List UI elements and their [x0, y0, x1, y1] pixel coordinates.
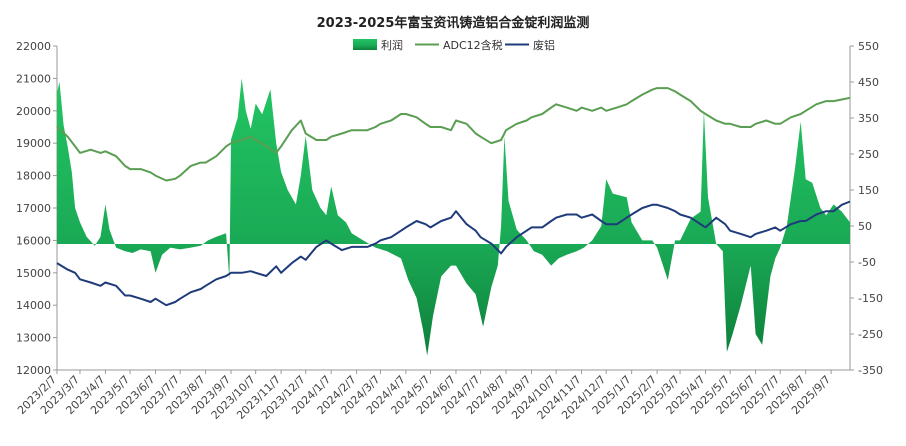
- y-right-tick-label: 250: [858, 148, 879, 161]
- profit-area-layer: [57, 78, 850, 356]
- series-line-adc12: [56, 87, 851, 182]
- legend: 利润 ADC12含税 废铝: [353, 38, 555, 52]
- y-left-tick-label: 22000: [16, 40, 51, 53]
- y-left-tick-label: 13000: [16, 332, 51, 345]
- y-left-tick-label: 20000: [16, 105, 51, 118]
- y-right-tick-label: -250: [858, 328, 883, 341]
- y-right-tick-label: 150: [858, 184, 879, 197]
- legend-label-adc12: ADC12含税: [443, 38, 503, 52]
- y-right-tick-label: -150: [858, 292, 883, 305]
- y-right-tick-label: 350: [858, 112, 879, 125]
- ticks-layer: 12000 13000 14000 15000 16000 17000 18000 19000…: [15, 40, 883, 422]
- y-left-tick-label: 12000: [16, 364, 51, 377]
- y-left-tick-label: 21000: [16, 72, 51, 85]
- y-right-tick-label: 550: [858, 40, 879, 53]
- series-area-profit: [57, 78, 850, 356]
- legend-label-profit: 利润: [381, 38, 403, 52]
- y-right-tick-label: -50: [858, 256, 876, 269]
- y-left-tick-label: 15000: [16, 267, 51, 280]
- chart-title: 2023-2025年富宝资讯铸造铝合金锭利润监测: [317, 15, 590, 31]
- y-left-tick-label: 17000: [16, 202, 51, 215]
- legend-swatch-profit: [353, 39, 377, 50]
- y-left-tick-label: 14000: [16, 299, 51, 312]
- line-layer: [56, 87, 851, 307]
- legend-label-scrap: 废铝: [533, 38, 555, 52]
- y-left-tick-label: 16000: [16, 234, 51, 247]
- y-right-tick-label: 450: [858, 76, 879, 89]
- series-line-scrap: [56, 200, 851, 307]
- y-right-tick-label: -350: [858, 364, 883, 377]
- y-left-tick-label: 19000: [16, 137, 51, 150]
- y-left-tick-label: 18000: [16, 170, 51, 183]
- y-right-tick-label: 50: [858, 220, 872, 233]
